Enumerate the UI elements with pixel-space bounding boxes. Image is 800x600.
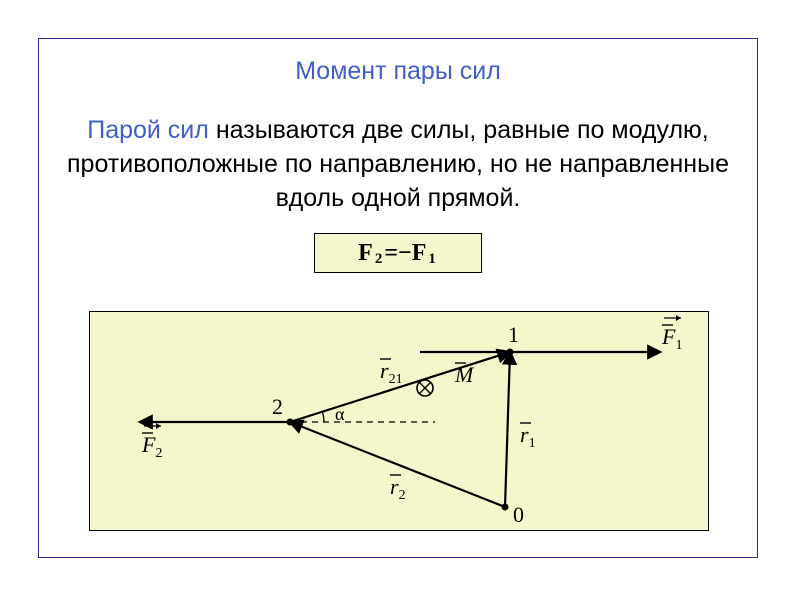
lead-phrase: Парой сил bbox=[87, 116, 209, 144]
formula-box: F2 = − F1 bbox=[314, 233, 482, 273]
formula-lhs-sub: 2 bbox=[375, 251, 383, 268]
slide-frame: Момент пары сил Парой сил называются две… bbox=[38, 38, 758, 558]
formula-rhs-sym: F bbox=[412, 240, 427, 267]
svg-text:0: 0 bbox=[513, 502, 524, 527]
svg-text:r1: r1 bbox=[520, 422, 536, 451]
svg-text:2: 2 bbox=[272, 394, 283, 419]
formula-eq: = bbox=[384, 240, 398, 267]
title-text: Момент пары сил bbox=[295, 57, 501, 85]
svg-text:F2: F2 bbox=[141, 432, 162, 461]
svg-text:r2: r2 bbox=[390, 474, 406, 503]
formula-lhs-sym: F bbox=[358, 240, 373, 267]
formula-neg: − bbox=[398, 240, 412, 267]
force-couple-diagram: 0 1 2 F1 F2 r1 r2 r21 Mα bbox=[89, 311, 709, 531]
svg-text:r21: r21 bbox=[380, 358, 403, 387]
svg-text:1: 1 bbox=[508, 322, 519, 347]
slide-title: Момент пары сил bbox=[39, 57, 757, 86]
svg-text:α: α bbox=[335, 404, 345, 424]
formula-rhs-sub: 1 bbox=[428, 251, 436, 268]
diagram-svg: 0 1 2 F1 F2 r1 r2 r21 Mα bbox=[90, 312, 710, 532]
definition-text: Парой сил называются две силы, равные по… bbox=[39, 114, 757, 215]
svg-text:M: M bbox=[454, 362, 475, 387]
svg-text:F1: F1 bbox=[661, 324, 682, 353]
